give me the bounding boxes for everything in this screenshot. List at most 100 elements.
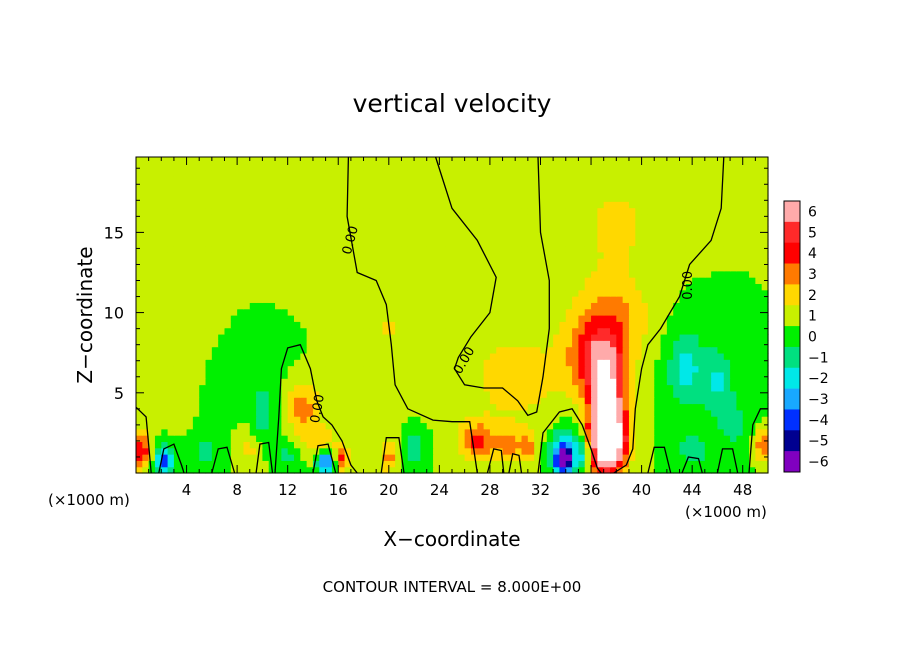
heatmap-cell (521, 194, 529, 202)
heatmap-cell (641, 333, 649, 341)
heatmap-cell (338, 315, 346, 322)
heatmap-cell (565, 460, 573, 468)
heatmap-cell (534, 321, 542, 329)
heatmap-cell (515, 226, 523, 234)
heatmap-cell (199, 403, 207, 411)
heatmap-cell (496, 283, 504, 291)
heatmap-cell (395, 454, 403, 461)
heatmap-cell (616, 308, 624, 316)
heatmap-cell (136, 175, 143, 183)
heatmap-cell (357, 321, 365, 329)
heatmap-cell (142, 245, 150, 253)
heatmap-cell (483, 422, 491, 430)
heatmap-cell (414, 352, 421, 360)
heatmap-cell (717, 403, 725, 411)
heatmap-cell (565, 194, 573, 202)
heatmap-cell (395, 201, 403, 209)
heatmap-cell (546, 352, 554, 360)
heatmap-cell (736, 422, 744, 430)
heatmap-cell (483, 175, 491, 183)
heatmap-cell (388, 371, 396, 379)
heatmap-cell (508, 163, 516, 171)
heatmap-cell (534, 163, 542, 171)
heatmap-cell (281, 163, 289, 171)
heatmap-cell (426, 466, 434, 474)
heatmap-cell (452, 447, 459, 455)
heatmap-cell (218, 245, 226, 253)
heatmap-cell (749, 466, 756, 474)
heatmap-cell (211, 245, 219, 253)
heatmap-cell (180, 188, 188, 196)
heatmap-cell (527, 270, 535, 278)
heatmap-cell (300, 352, 308, 360)
heatmap-cell (407, 346, 415, 354)
heatmap-cell (654, 188, 662, 196)
heatmap-cell (755, 454, 763, 461)
heatmap-cell (584, 371, 592, 379)
heatmap-cell (230, 232, 238, 240)
heatmap-cell (388, 163, 396, 171)
heatmap-cell (199, 201, 207, 209)
heatmap-cell (470, 251, 478, 259)
heatmap-cell (534, 333, 542, 341)
heatmap-cell (704, 441, 712, 449)
heatmap-cell (388, 239, 396, 247)
heatmap-cell (730, 207, 737, 215)
heatmap-cell (136, 321, 143, 329)
heatmap-cell (508, 296, 516, 303)
heatmap-cell (142, 308, 150, 316)
heatmap-cell (622, 416, 630, 424)
heatmap-cell (344, 277, 352, 284)
heatmap-cell (243, 157, 251, 164)
heatmap-cell (597, 188, 605, 196)
heatmap-cell (300, 201, 308, 209)
heatmap-cell (610, 447, 617, 455)
heatmap-cell (319, 359, 327, 367)
heatmap-cell (433, 435, 440, 442)
heatmap-cell (211, 220, 219, 228)
heatmap-cell (673, 277, 681, 284)
heatmap-cell (382, 340, 390, 348)
heatmap-cell (572, 201, 579, 209)
heatmap-cell (426, 201, 434, 209)
heatmap-cell (647, 213, 655, 221)
heatmap-cell (237, 188, 245, 196)
heatmap-cell (331, 346, 339, 354)
heatmap-cell (312, 416, 320, 424)
heatmap-cell (401, 365, 409, 373)
heatmap-cell (591, 270, 598, 278)
heatmap-cell (357, 277, 365, 284)
heatmap-cell (761, 333, 769, 341)
heatmap-cell (142, 327, 150, 335)
heatmap-cell (319, 245, 327, 253)
heatmap-cell (489, 283, 497, 291)
heatmap-cell (742, 340, 750, 348)
heatmap-cell (610, 226, 617, 234)
heatmap-cell (565, 251, 573, 259)
heatmap-cell (186, 220, 194, 228)
heatmap-cell (433, 447, 440, 455)
heatmap-cell (148, 251, 156, 259)
heatmap-cell (237, 169, 245, 177)
heatmap-cell (325, 220, 333, 228)
heatmap-cell (559, 460, 567, 468)
heatmap-cell (161, 169, 169, 177)
heatmap-cell (344, 378, 352, 386)
heatmap-cell (331, 359, 339, 367)
heatmap-cell (281, 384, 289, 392)
heatmap-cell (496, 302, 504, 310)
heatmap-cell (749, 226, 756, 234)
heatmap-cell (755, 441, 763, 449)
heatmap-cell (647, 220, 655, 228)
heatmap-cell (527, 239, 535, 247)
heatmap-cell (249, 359, 257, 367)
heatmap-cell (603, 403, 611, 411)
heatmap-cell (180, 308, 188, 316)
heatmap-cell (401, 258, 409, 266)
heatmap-cell (616, 283, 624, 291)
heatmap-cell (610, 163, 617, 171)
heatmap-cell (388, 340, 396, 348)
heatmap-cell (300, 226, 308, 234)
heatmap-cell (761, 201, 769, 209)
heatmap-cell (704, 207, 712, 215)
